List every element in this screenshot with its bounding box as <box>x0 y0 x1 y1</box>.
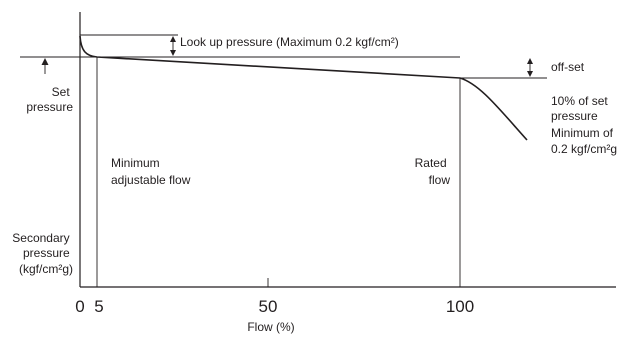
offset-arrowhead-bottom <box>527 71 533 77</box>
look-up-pressure-label: Look up pressure (Maximum 0.2 kgf/cm²) <box>180 35 399 49</box>
rated-flow-label: Rated flow <box>415 156 451 187</box>
x-tick-label-50: 50 <box>259 297 278 316</box>
set-pressure-label: Set pressure <box>26 85 73 114</box>
offset-arrowhead-top <box>527 58 533 64</box>
look-up-arrowhead-top <box>170 36 176 42</box>
y-axis-label: Secondary pressure (kgf/cm²g) <box>12 231 73 276</box>
x-axis-label: Flow (%) <box>247 320 294 334</box>
set-pressure-arrowhead <box>41 58 49 65</box>
x-tick-label-0: 0 <box>75 297 84 316</box>
x-tick-label-100: 100 <box>446 297 474 316</box>
look-up-arrowhead-bottom <box>170 50 176 56</box>
x-tick-label-5: 5 <box>94 297 103 316</box>
pressure-curve <box>79 35 528 141</box>
minimum-adjustable-flow-label: Minimum adjustable flow <box>111 156 191 187</box>
offset-note: 10% of set pressure Minimum of 0.2 kgf/c… <box>551 94 617 156</box>
offset-label: off-set <box>551 60 585 74</box>
